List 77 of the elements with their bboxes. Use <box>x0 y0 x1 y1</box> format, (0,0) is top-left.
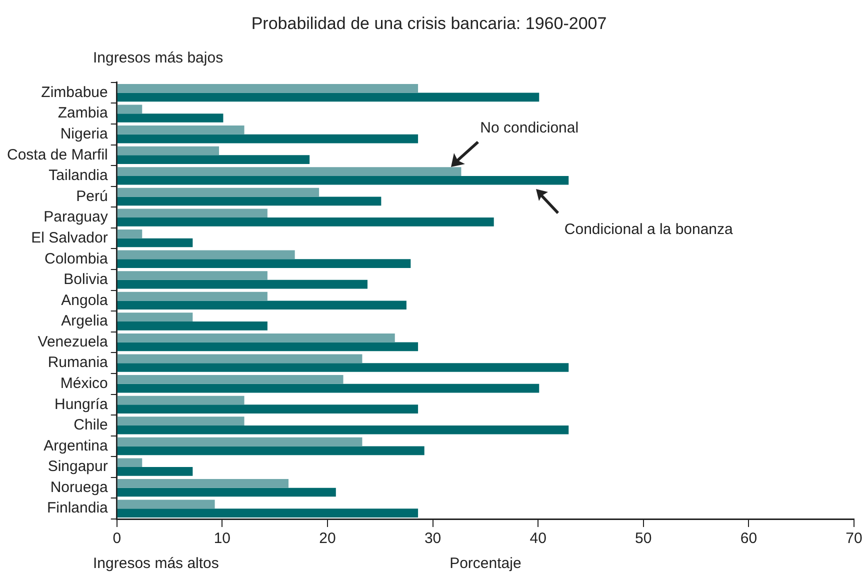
y-tick-label: Hungría <box>54 396 109 413</box>
bar <box>117 176 569 185</box>
y-tick-label: Perú <box>76 188 108 205</box>
bar <box>117 218 494 226</box>
x-axis-title: Porcentaje <box>450 555 522 572</box>
text: Ingresos más altos <box>93 555 219 572</box>
bar <box>117 126 244 134</box>
bar <box>117 292 268 301</box>
y-tick-label: Chile <box>74 416 108 434</box>
y-tick-label: Zimbabue <box>41 84 108 101</box>
bar <box>117 92 540 102</box>
y-tick-label: Noruega <box>50 478 109 496</box>
bar <box>117 333 395 342</box>
bar <box>117 238 193 248</box>
bar <box>117 196 382 206</box>
bar <box>117 437 362 446</box>
bar <box>117 271 268 280</box>
y-tick-label: Costa de Marfil <box>6 146 108 164</box>
x-tick-label: 70 <box>846 530 862 548</box>
bar <box>117 259 411 268</box>
x-tick-label: 60 <box>740 530 758 548</box>
bar <box>117 446 424 456</box>
y-tick-label: El Salvador <box>31 229 108 246</box>
bar <box>117 425 569 434</box>
bar <box>117 114 224 122</box>
y-tick-label: Argelia <box>61 312 109 330</box>
chart-title: Probabilidad de una crisis bancaria: 1960-2007 <box>251 14 607 33</box>
y-tick-label: Colombia <box>44 250 109 268</box>
bar <box>117 146 220 156</box>
text: Condicional a la bonanza <box>564 221 734 238</box>
y-tick-label: Tailandia <box>48 167 109 184</box>
y-tick-label: Rumania <box>48 354 109 372</box>
bar <box>117 280 368 289</box>
bar <box>117 342 418 352</box>
bar <box>117 84 418 93</box>
bar <box>117 363 569 372</box>
y-tick-label: Finlandia <box>46 500 109 517</box>
bar <box>117 321 268 330</box>
bar <box>117 416 244 426</box>
bar <box>117 508 418 518</box>
text: No condicional <box>480 119 579 136</box>
bar <box>117 354 362 364</box>
bar <box>117 384 540 393</box>
bar <box>117 208 268 218</box>
y-tick-label: Zambia <box>58 104 109 122</box>
text: Ingresos más bajos <box>93 50 224 67</box>
bar <box>117 404 418 414</box>
x-tick-label: 50 <box>635 530 652 548</box>
bar <box>117 488 336 497</box>
bar <box>117 467 193 476</box>
bar <box>117 396 244 405</box>
bar <box>117 312 193 322</box>
bar <box>117 250 295 260</box>
x-tick-label: 0 <box>112 530 122 548</box>
bar <box>117 188 320 197</box>
x-tick-label: 40 <box>530 530 546 548</box>
bar <box>117 229 142 238</box>
bar <box>117 458 142 468</box>
x-tick-label: 20 <box>319 530 336 548</box>
x-tick-label: 30 <box>424 530 442 548</box>
y-tick-label: Bolivia <box>64 271 109 288</box>
x-tick-label: 10 <box>214 530 231 548</box>
bar <box>117 104 142 114</box>
bar <box>117 375 344 384</box>
y-tick-label: Argentina <box>44 437 109 454</box>
y-tick-label: Venezuela <box>38 333 109 350</box>
bar <box>117 500 215 509</box>
bar <box>117 300 406 310</box>
bar <box>117 155 310 164</box>
bar <box>117 134 418 144</box>
y-tick-label: Angola <box>61 292 109 309</box>
y-tick-label: Nigeria <box>60 126 109 143</box>
y-tick-label: Paraguay <box>44 208 108 226</box>
y-tick-label: México <box>60 375 108 392</box>
bar <box>117 478 289 488</box>
bar <box>117 167 462 176</box>
y-tick-label: Singapur <box>48 458 108 476</box>
